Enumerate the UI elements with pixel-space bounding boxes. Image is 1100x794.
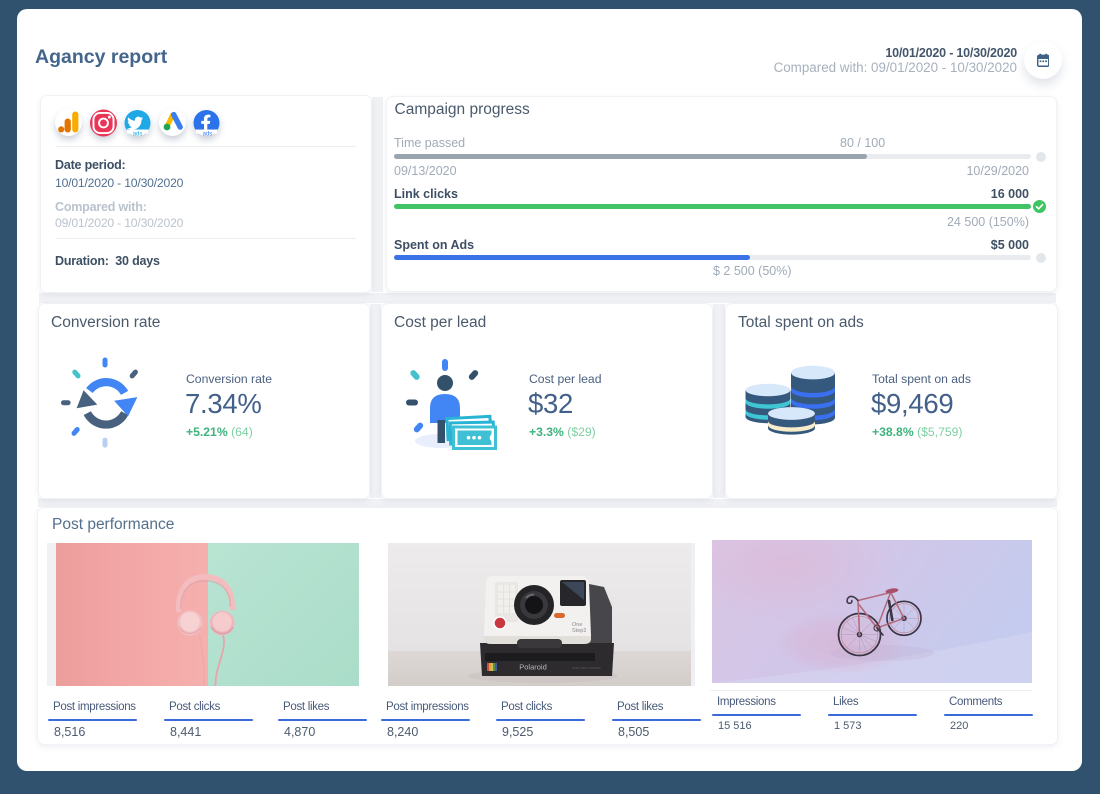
svg-text:ads: ads [133, 131, 143, 137]
svg-text:Step2: Step2 [572, 628, 586, 634]
svg-text:One: One [572, 622, 582, 628]
svg-text:ONE STEP CAMERA: ONE STEP CAMERA [572, 666, 601, 670]
svg-text:ads: ads [203, 131, 213, 137]
svg-text:Polaroid: Polaroid [519, 663, 547, 672]
